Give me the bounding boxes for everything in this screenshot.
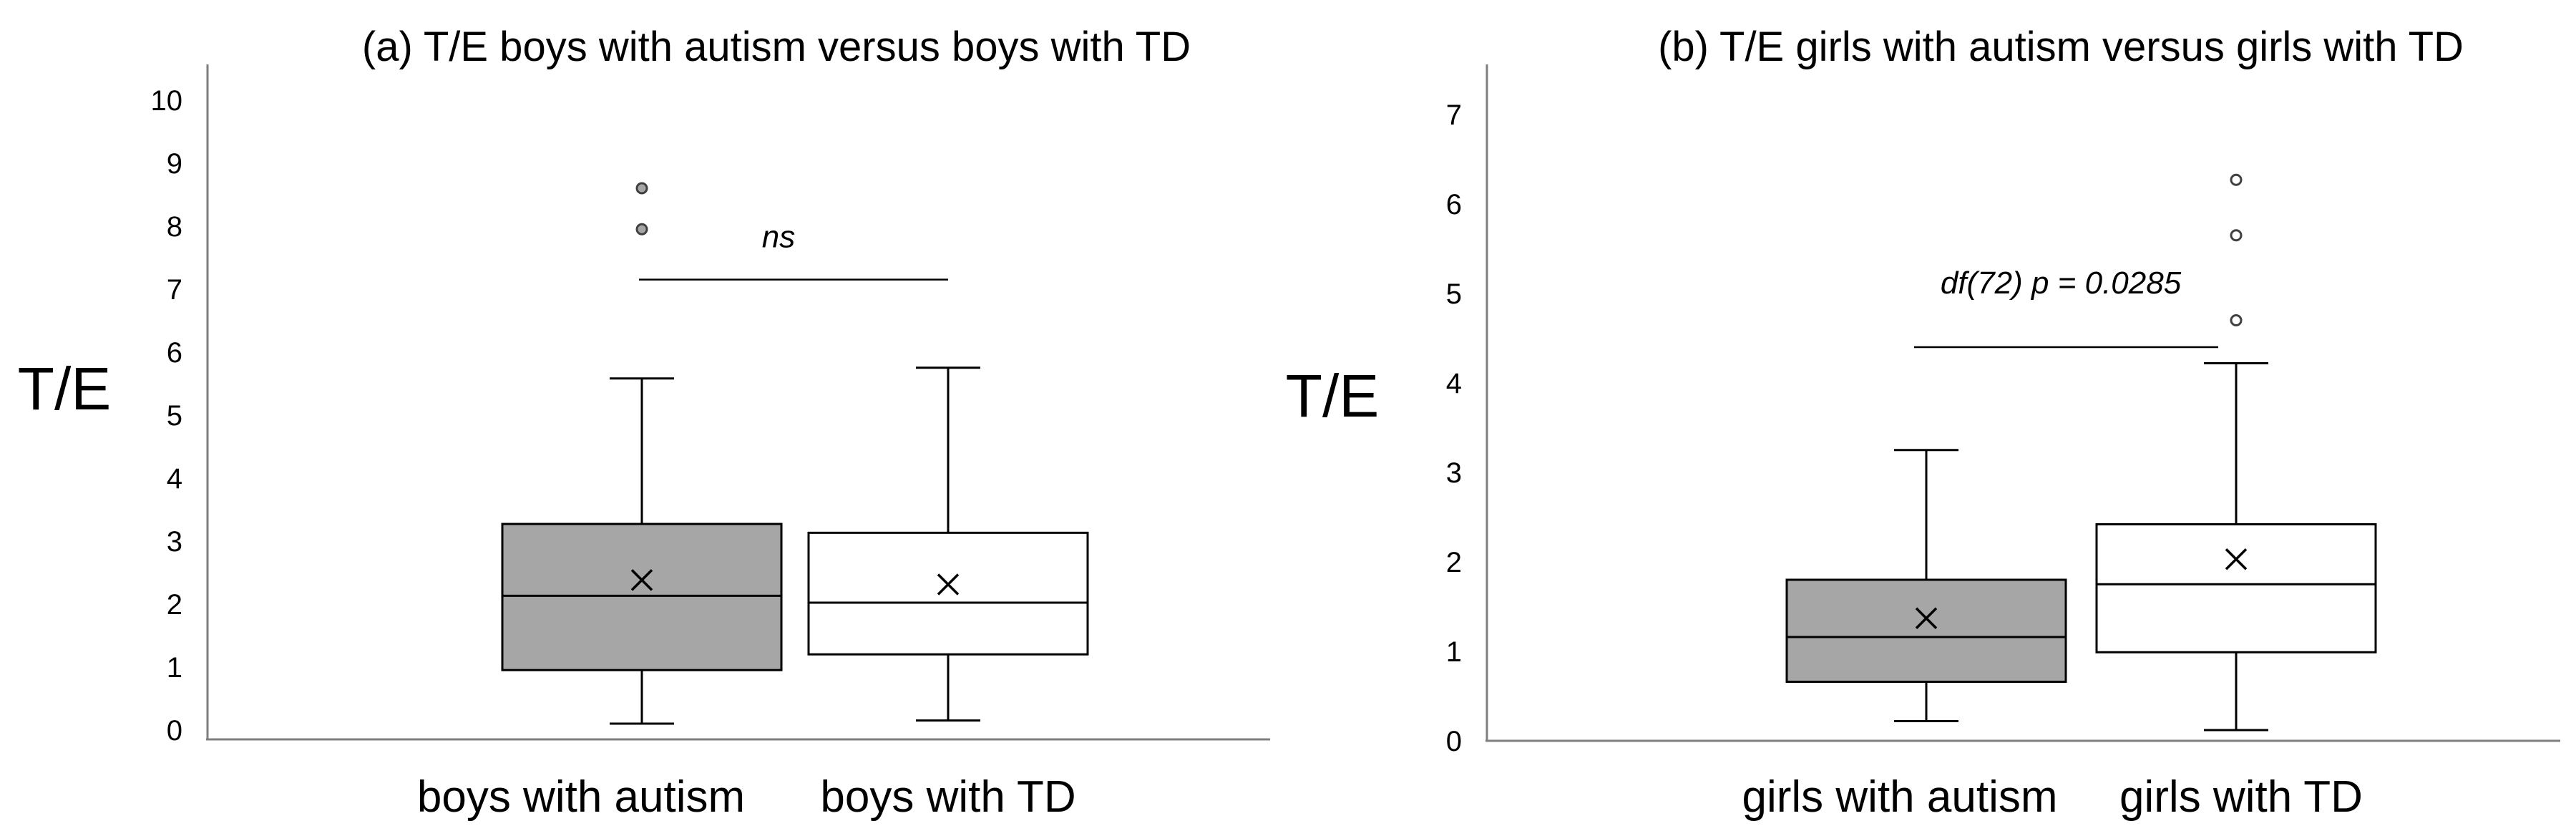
panel-a-y-tick-2: 2 [167, 589, 182, 621]
panel-b-box-0-iqr-box [1785, 578, 2067, 683]
panel-a-y-tick-4: 4 [167, 463, 182, 495]
panel-a-plot: ns [501, 182, 1089, 725]
panel-a-box-0-iqr-box [501, 523, 783, 671]
panel-a-box-1-mean-marker [937, 573, 960, 596]
panel-b-y-tick-6: 6 [1446, 189, 1462, 220]
panel-a-x-label-0: boys with autism [417, 772, 745, 822]
panel-b-y-tick-5: 5 [1446, 278, 1462, 310]
panel-b: (b) T/E girls with autism versus girls w… [1286, 24, 2560, 822]
panel-a-y-tick-6: 6 [167, 337, 182, 369]
panel-b-y-axis-label: T/E [1286, 362, 1380, 429]
panel-b-box-1-iqr-box [2095, 523, 2377, 653]
panel-b-box-1-outlier-1 [2230, 229, 2243, 242]
panel-b-significance-label: df(72) p = 0.0285 [1941, 266, 2182, 301]
panel-a-y-tick-3: 3 [167, 526, 182, 558]
panel-a-y-ticks: 0 1 2 3 4 5 6 7 8 9 10 [151, 85, 183, 747]
panel-b-box-1-outlier-0 [2230, 314, 2243, 326]
panel-a-y-axis-label: T/E [18, 355, 112, 422]
panel-a-y-tick-1: 1 [167, 652, 182, 684]
panel-b-x-label-1: girls with TD [2119, 772, 2363, 822]
panel-a-box-0-mean-marker [630, 569, 653, 591]
panel-a-y-tick-0: 0 [167, 715, 182, 747]
panel-a-x-label-1: boys with TD [820, 772, 1075, 822]
panel-b-title: (b) T/E girls with autism versus girls w… [1658, 24, 2464, 70]
panel-a-title: (a) T/E boys with autism versus boys wit… [362, 24, 1191, 70]
panel-b-y-tick-2: 2 [1446, 547, 1462, 578]
panel-a-box-0-outlier-1 [635, 182, 648, 195]
panel-a-y-tick-9: 9 [167, 148, 182, 180]
panel-a-y-tick-5: 5 [167, 400, 182, 432]
panel-b-y-tick-7: 7 [1446, 99, 1462, 131]
panel-a-y-tick-10: 10 [151, 85, 183, 117]
panel-a-y-tick-7: 7 [167, 274, 182, 306]
panel-b-y-tick-0: 0 [1446, 726, 1462, 757]
panel-b-x-label-0: girls with autism [1742, 772, 2058, 822]
panel-b-y-ticks: 0 1 2 3 4 5 6 7 [1446, 99, 1462, 757]
panel-b-y-tick-4: 4 [1446, 368, 1462, 399]
panel-b-box-1-outlier-2 [2230, 173, 2243, 186]
panel-a-significance-label: ns [762, 220, 795, 255]
panel-b-y-tick-3: 3 [1446, 457, 1462, 489]
panel-b-plot: df(72) p = 0.0285 [1785, 173, 2377, 732]
panel-a-box-1-iqr-box [807, 531, 1089, 656]
panel-a: (a) T/E boys with autism versus boys wit… [18, 24, 1270, 822]
panel-b-y-tick-1: 1 [1446, 636, 1462, 668]
panel-b-box-1-mean-marker [2225, 548, 2248, 570]
panel-a-y-tick-8: 8 [167, 211, 182, 243]
panel-b-box-0-mean-marker [1915, 607, 1938, 629]
panel-a-box-0-outlier-0 [635, 223, 648, 235]
